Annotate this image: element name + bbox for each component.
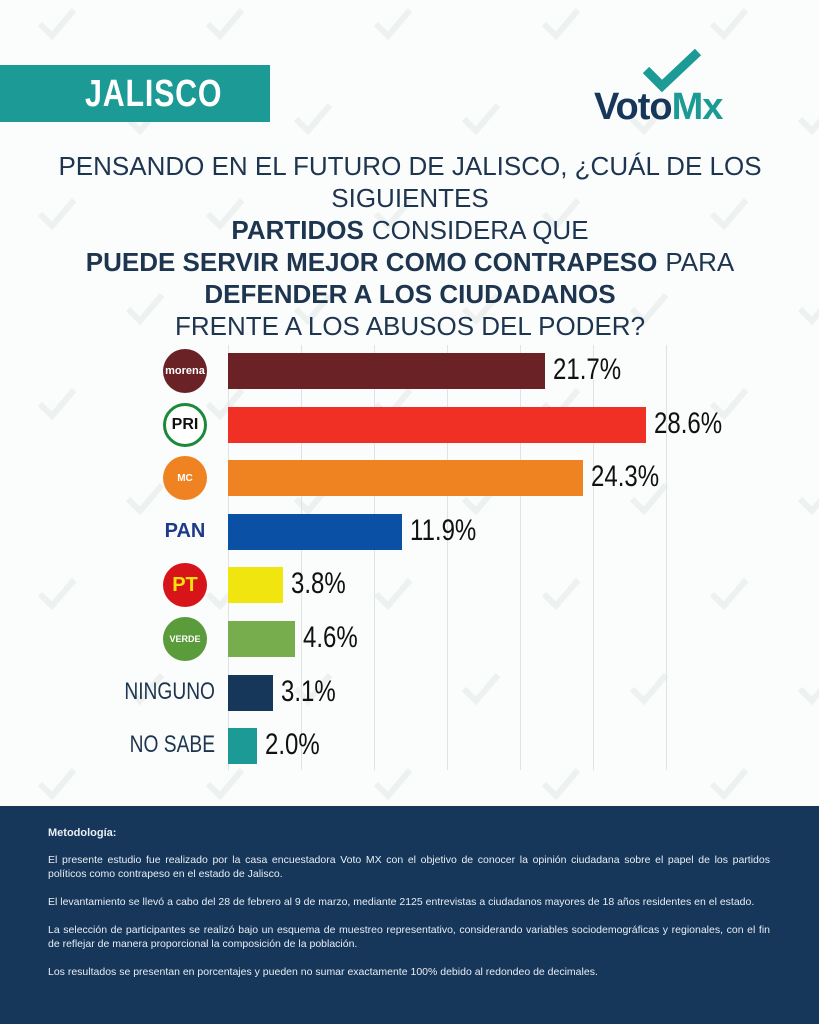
gridline xyxy=(666,345,667,770)
pri-logo-icon: PRI xyxy=(163,402,207,447)
state-banner: JALISCO xyxy=(0,65,270,122)
axis-line xyxy=(228,345,229,770)
bar-movimiento-ciudadano xyxy=(228,460,583,497)
methodology-paragraph: Los resultados se presentan en porcentaj… xyxy=(48,966,598,978)
methodology-footer: Metodología: El presente estudio fue rea… xyxy=(0,806,819,1024)
logo-text-accent: Mx xyxy=(671,86,724,128)
question-part: PARTIDOS xyxy=(231,215,364,245)
checkmark-icon xyxy=(642,48,702,92)
data-label: 3.1% xyxy=(281,674,336,708)
question-part: FRENTE A LOS ABUSOS DEL PODER? xyxy=(174,311,646,341)
movimiento-ciudadano-logo-icon: MC xyxy=(163,456,207,501)
verde-logo-icon: VERDE xyxy=(163,617,207,661)
gridline xyxy=(593,345,594,770)
data-label: 21.7% xyxy=(552,353,621,386)
bar-pt xyxy=(228,567,284,604)
pt-logo-icon: PT xyxy=(163,563,207,608)
data-label: 2.0% xyxy=(265,728,320,762)
bar-pri xyxy=(228,406,646,443)
methodology-paragraph: El levantamiento se llevó a cabo del 28 … xyxy=(48,896,755,908)
question-part: PUEDE SERVIR MEJOR COMO CONTRAPESO xyxy=(85,247,658,277)
gridline xyxy=(374,345,375,770)
question-part: PENSANDO EN EL FUTURO DE JALISCO, ¿CUÁL … xyxy=(58,151,762,213)
data-label: 4.6% xyxy=(303,621,358,654)
bar-chart: 21.7% morena 28.6% PRI 24.3% MC 11.9% PAN 3.8% PT… xyxy=(124,345,722,770)
category-label: NINGUNO xyxy=(124,677,215,705)
data-label: 3.8% xyxy=(291,567,347,601)
question-part: PARA xyxy=(665,247,735,277)
logo-text: Voto xyxy=(594,86,673,128)
gridline xyxy=(520,345,521,770)
bar-verde xyxy=(228,621,296,657)
gridline xyxy=(301,345,302,770)
methodology-paragraph: La selección de participantes se realizó… xyxy=(48,924,770,950)
question-part: CONSIDERA QUE xyxy=(371,215,589,245)
data-label: 11.9% xyxy=(409,513,477,547)
data-label: 28.6% xyxy=(653,406,722,440)
category-label: NO SABE xyxy=(129,731,215,759)
bar-pan xyxy=(228,513,402,550)
question-part: DEFENDER A LOS CIUDADANOS xyxy=(204,279,616,309)
methodology-heading: Metodología: xyxy=(48,827,117,839)
data-label: 24.3% xyxy=(590,460,659,494)
morena-logo-icon: morena xyxy=(163,349,207,393)
methodology-paragraph: El presente estudio fue realizado por la… xyxy=(48,854,770,880)
pan-logo-icon: PAN xyxy=(164,520,206,543)
bar-morena xyxy=(228,353,545,389)
state-title: JALISCO xyxy=(85,73,223,115)
gridline xyxy=(447,345,448,770)
survey-question: PENSANDO EN EL FUTURO DE JALISCO, ¿CUÁL … xyxy=(30,150,790,342)
bar-no-sabe xyxy=(228,728,258,765)
bar-ninguno xyxy=(228,674,274,711)
votomx-logo: VotoMx xyxy=(594,48,744,128)
